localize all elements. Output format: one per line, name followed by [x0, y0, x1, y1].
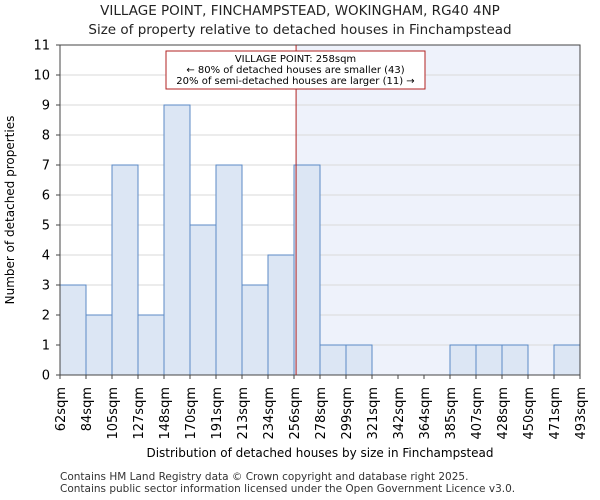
bar [267, 254, 295, 376]
x-tick-label: 385sqm [444, 387, 459, 440]
bar [475, 344, 503, 376]
y-tick-label: 10 [33, 69, 50, 84]
title-line-2: Size of property relative to detached ho… [88, 22, 512, 38]
x-tick-label: 471sqm [548, 387, 563, 440]
y-tick-label: 5 [42, 219, 50, 234]
x-tick-label: 62sqm [54, 387, 69, 431]
footer-line-2: Contains public sector information licen… [60, 483, 516, 495]
bar [85, 314, 113, 376]
y-tick-label: 4 [42, 249, 50, 264]
title-line-1: VILLAGE POINT, FINCHAMPSTEAD, WOKINGHAM,… [100, 3, 500, 19]
bar [553, 344, 581, 376]
bar [137, 314, 165, 376]
y-tick-label: 3 [42, 279, 50, 294]
y-tick-label: 6 [42, 189, 50, 204]
highlight-region [296, 45, 580, 375]
bar [59, 284, 87, 376]
bar [241, 284, 269, 376]
annotation-line-2: ← 80% of detached houses are smaller (43… [186, 65, 404, 76]
x-tick-label: 428sqm [496, 387, 511, 440]
histogram-chart: 0 1 2 3 4 5 6 7 8 9 10 11 62sqm 84sqm 105sqm 127sqm 148… [3, 39, 589, 461]
x-tick-label: 105sqm [106, 387, 121, 440]
x-ticks: 62sqm 84sqm 105sqm 127sqm 148sqm 170sqm 191sqm… [54, 375, 589, 440]
x-tick-label: 364sqm [418, 387, 433, 440]
annotation-line-1: VILLAGE POINT: 258sqm [235, 54, 356, 65]
y-ticks: 0 1 2 3 4 5 6 7 8 9 10 11 [33, 39, 60, 384]
y-tick-label: 2 [42, 309, 50, 324]
x-tick-label: 450sqm [522, 387, 537, 440]
annotation-border [165, 50, 426, 90]
y-axis-label: Number of detached properties [3, 116, 17, 305]
x-tick-label: 234sqm [262, 387, 277, 440]
x-axis-label: Distribution of detached houses by size … [146, 446, 493, 460]
bars [59, 104, 581, 376]
footer-line-1: Contains HM Land Registry data © Crown c… [60, 471, 469, 483]
x-tick-label: 127sqm [132, 387, 147, 440]
annotation-line-3: 20% of semi-detached houses are larger (… [176, 76, 414, 87]
x-tick-label: 191sqm [210, 387, 225, 440]
bar [163, 104, 191, 376]
annotation-box: VILLAGE POINT: 258sqm ← 80% of detached … [165, 50, 426, 90]
footer: Contains HM Land Registry data © Crown c… [60, 471, 515, 495]
x-tick-label: 493sqm [574, 387, 589, 440]
bar [293, 164, 321, 376]
x-tick-label: 299sqm [340, 387, 355, 440]
x-tick-label: 321sqm [366, 387, 381, 440]
bar [449, 344, 477, 376]
x-tick-label: 148sqm [158, 387, 173, 440]
y-tick-label: 8 [42, 129, 50, 144]
bar [319, 344, 347, 376]
chart-title: VILLAGE POINT, FINCHAMPSTEAD, WOKINGHAM,… [0, 2, 600, 40]
y-tick-label: 9 [42, 99, 50, 114]
x-tick-label: 278sqm [314, 387, 329, 440]
y-tick-label: 7 [42, 159, 50, 174]
bar [501, 344, 529, 376]
y-tick-label: 0 [42, 369, 50, 384]
bar [189, 224, 217, 376]
x-tick-label: 256sqm [288, 387, 303, 440]
y-tick-label: 1 [42, 339, 50, 354]
x-tick-label: 170sqm [184, 387, 199, 440]
bar [215, 164, 243, 376]
x-tick-label: 213sqm [236, 387, 251, 440]
x-tick-label: 342sqm [392, 387, 407, 440]
x-tick-label: 84sqm [80, 387, 95, 431]
bar [111, 164, 139, 376]
x-tick-label: 407sqm [470, 387, 485, 440]
bar [345, 344, 373, 376]
y-tick-label: 11 [33, 39, 50, 54]
